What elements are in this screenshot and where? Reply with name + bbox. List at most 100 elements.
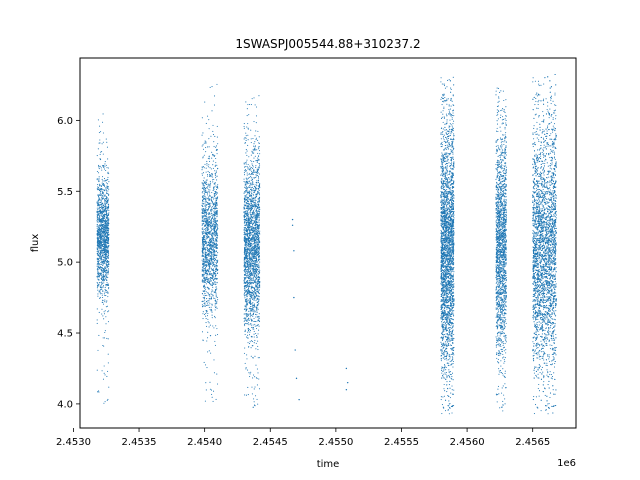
data-point [101,281,103,283]
data-point [204,293,206,295]
data-point [205,260,207,262]
data-point [101,245,103,247]
data-point [255,328,258,330]
data-point [245,204,247,206]
data-point [243,323,246,325]
data-point [203,278,205,280]
data-point [216,198,218,200]
data-point [98,195,100,197]
data-point [256,206,258,208]
data-point [97,263,99,265]
data-point [213,206,215,208]
data-point [100,218,102,220]
data-point [103,318,105,320]
data-point [99,245,101,248]
data-point [255,115,258,117]
data-point [216,272,219,274]
data-point [108,286,110,289]
data-point [246,295,248,297]
data-point [107,223,109,225]
data-point [105,213,107,215]
data-point [251,246,253,248]
data-point [101,275,103,277]
data-point [99,227,101,229]
data-point [245,277,247,279]
data-point [208,191,210,193]
data-point [253,342,255,344]
data-point [254,355,256,357]
data-point [212,252,214,254]
data-point [208,264,210,266]
data-point [201,247,203,250]
data-point [246,266,248,268]
data-point [259,286,261,288]
data-point [258,388,261,390]
data-point [254,255,256,258]
data-point [216,229,218,231]
data-point [106,284,108,286]
data-point [256,291,258,293]
data-point [253,266,255,268]
data-point [107,198,109,200]
data-point [247,177,249,179]
data-point [104,215,106,218]
data-point [212,268,215,270]
data-point [101,209,103,211]
data-point [215,294,217,296]
data-point [213,281,215,283]
data-point [100,242,102,244]
data-point [258,313,260,315]
data-point [102,255,104,257]
data-point [204,281,207,283]
data-point [99,240,101,242]
data-point [252,164,254,167]
data-point [102,286,104,288]
data-point [99,165,101,167]
data-point [256,203,258,205]
data-point [245,163,247,165]
data-point [244,181,246,183]
data-point [98,391,100,393]
data-point [245,367,247,369]
data-point [207,187,209,189]
data-point [253,170,255,172]
data-point [206,226,208,228]
data-point [246,181,248,184]
data-point [97,188,100,190]
data-point [258,148,260,150]
data-point [101,207,103,209]
data-point [99,206,101,208]
data-point [108,243,110,245]
data-point [257,193,259,195]
data-point [201,182,204,184]
data-point [99,258,101,260]
data-point [243,217,245,219]
data-point [244,333,246,336]
data-point [251,249,253,251]
data-point [252,232,254,234]
data-point [244,330,246,332]
data-point [246,108,248,110]
data-point [250,232,252,234]
data-point [243,295,246,297]
data-point [105,235,107,238]
data-point [209,210,211,212]
data-point [105,284,107,286]
data-point [202,250,204,252]
data-point [252,138,254,140]
data-point [210,352,212,354]
data-point [257,403,259,405]
data-point [105,225,107,227]
data-point [250,154,252,156]
data-point [103,282,105,284]
data-point [215,170,217,172]
data-point [212,237,214,239]
data-point [245,273,247,275]
data-point [249,312,251,314]
data-point [248,255,250,257]
data-point [250,187,252,189]
data-point [96,227,98,229]
data-point [254,261,256,263]
data-point [258,166,260,168]
data-point [211,258,213,260]
